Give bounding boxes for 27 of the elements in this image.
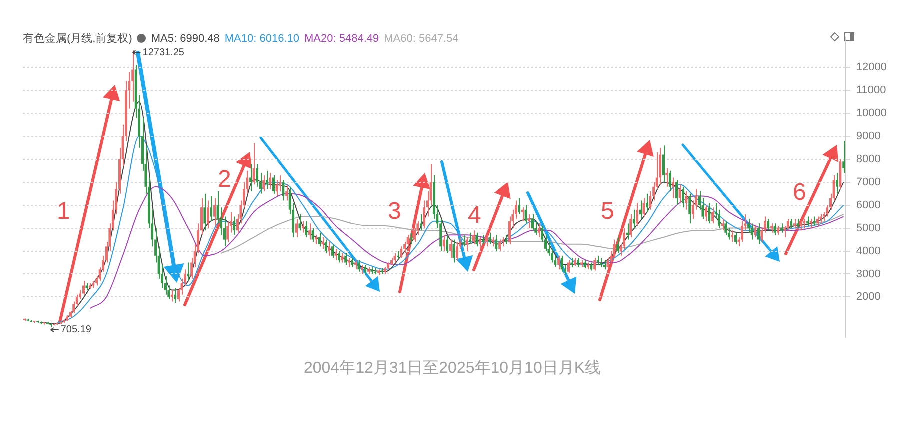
text: MA5: 6990.48 <box>151 32 220 44</box>
annotation: 5 <box>601 198 614 225</box>
annotation: 2 <box>218 166 232 193</box>
annotation: 4 <box>468 202 482 229</box>
annotation: 1 <box>57 198 70 225</box>
text: MA20: 5484.49 <box>304 32 380 44</box>
y-tick-label: 2000 <box>856 291 881 304</box>
line-series <box>56 136 844 324</box>
y-tick-label: 4000 <box>856 245 881 258</box>
annotation: 3 <box>388 198 402 225</box>
y-tick-label: 11000 <box>856 84 886 96</box>
text: MA60: 5647.54 <box>384 32 459 44</box>
y-tick-label: 10000 <box>856 107 888 120</box>
y-tick-label: 6000 <box>856 199 881 212</box>
text: MA10: 6016.10 <box>224 32 300 44</box>
y-tick-label: 3000 <box>856 268 881 280</box>
y-tick-label: 9000 <box>856 130 881 142</box>
text: 2004年12月31日至2025年10月10日月K线 <box>302 358 602 379</box>
chart-title: 有色金属(月线,前复权) <box>23 32 132 46</box>
y-tick-label: 7000 <box>856 176 881 188</box>
annotation: 12731.25 <box>142 47 185 58</box>
y-tick-label: 8000 <box>856 153 881 166</box>
y-tick-label: 12000 <box>856 61 888 74</box>
y-tick-label: 5000 <box>856 222 881 234</box>
annotation: 6 <box>793 179 806 206</box>
annotation: 705.19 <box>60 324 92 336</box>
line-series <box>40 101 844 325</box>
